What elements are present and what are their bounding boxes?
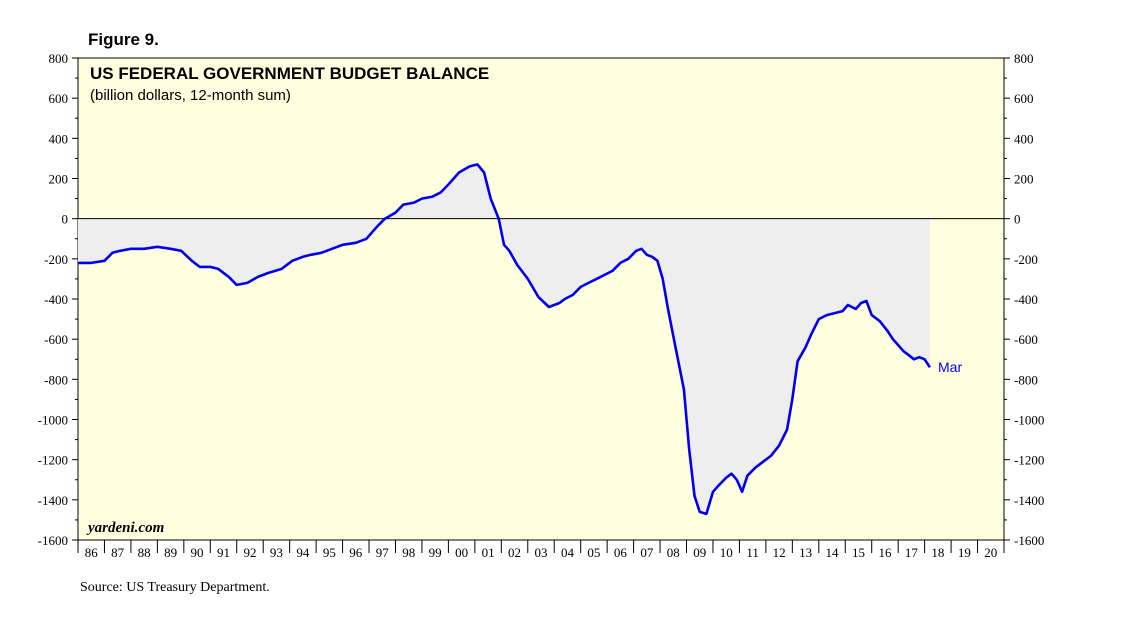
y-tick-label-left: -800 <box>44 372 68 387</box>
watermark: yardeni.com <box>86 520 164 536</box>
y-tick-label-right: -400 <box>1014 292 1038 307</box>
x-tick-label: 17 <box>905 545 919 560</box>
y-tick-label-left: 400 <box>49 131 69 146</box>
area-fill <box>78 164 930 514</box>
y-tick-label-left: 600 <box>49 91 69 106</box>
end-label: Mar <box>938 359 962 375</box>
y-axis-left: 800 600 400 200 0 -200 -400 -600 -800 -1000 -1200 -… <box>38 51 78 548</box>
y-tick-label-left: -1600 <box>38 533 68 548</box>
x-tick-label: 14 <box>826 545 840 560</box>
x-tick-label: 86 <box>85 545 99 560</box>
area-layer <box>78 164 930 514</box>
x-tick-label: 06 <box>614 545 628 560</box>
x-tick-label: 08 <box>667 545 680 560</box>
x-tick-label: 09 <box>693 545 706 560</box>
x-tick-label: 95 <box>323 545 336 560</box>
x-tick-label: 01 <box>482 545 495 560</box>
x-tick-label: 96 <box>349 545 363 560</box>
x-tick-label: 99 <box>429 545 442 560</box>
y-tick-label-right: 0 <box>1014 212 1021 227</box>
x-tick-label: 03 <box>535 545 548 560</box>
x-tick-label: 97 <box>376 545 390 560</box>
y-tick-label-left: -1200 <box>38 453 68 468</box>
y-tick-label-right: 400 <box>1014 131 1034 146</box>
x-tick-label: 88 <box>138 545 151 560</box>
y-tick-label-left: -400 <box>44 292 68 307</box>
y-tick-label-left: 800 <box>49 51 69 66</box>
x-axis: 86 87 88 89 90 91 92 93 94 95 96 97 98 99 00 01 02 03 04 05… <box>77 540 1005 560</box>
y-tick-label-left: -1400 <box>38 493 68 508</box>
y-tick-label-left: 200 <box>49 172 69 187</box>
y-tick-label-right: -800 <box>1014 372 1038 387</box>
x-tick-label: 92 <box>243 545 256 560</box>
y-tick-label-right: -1200 <box>1014 453 1044 468</box>
source-note: Source: US Treasury Department. <box>80 580 270 595</box>
chart-title: US FEDERAL GOVERNMENT BUDGET BALANCE <box>90 64 489 83</box>
x-tick-label: 18 <box>931 545 944 560</box>
x-tick-label: 00 <box>455 545 468 560</box>
x-tick-label: 04 <box>561 545 575 560</box>
x-tick-label: 15 <box>852 545 865 560</box>
x-tick-label: 91 <box>217 545 230 560</box>
y-tick-label-left: -600 <box>44 332 68 347</box>
y-tick-label-right: 200 <box>1014 172 1034 187</box>
x-tick-label: 19 <box>958 545 971 560</box>
y-tick-label-right: -1000 <box>1014 413 1044 428</box>
x-tick-label: 94 <box>296 545 310 560</box>
x-tick-label: 93 <box>270 545 283 560</box>
x-tick-label: 89 <box>164 545 177 560</box>
y-tick-label-left: 0 <box>62 212 69 227</box>
y-tick-label-right: -1600 <box>1014 533 1044 548</box>
x-tick-label: 98 <box>402 545 415 560</box>
x-tick-label: 12 <box>773 545 786 560</box>
x-tick-label: 05 <box>587 545 600 560</box>
x-tick-label: 20 <box>984 545 997 560</box>
line-layer <box>78 163 931 516</box>
x-tick-label: 90 <box>191 545 204 560</box>
y-tick-label-left: -200 <box>44 252 68 267</box>
x-tick-label: 16 <box>878 545 892 560</box>
x-tick-label: 02 <box>508 545 521 560</box>
y-tick-label-right: 800 <box>1014 51 1034 66</box>
y-tick-label-right: -200 <box>1014 252 1038 267</box>
x-tick-label: 11 <box>746 545 759 560</box>
chart-subtitle: (billion dollars, 12-month sum) <box>90 87 291 104</box>
figure-label: Figure 9. <box>88 30 159 49</box>
x-tick-label: 13 <box>799 545 812 560</box>
budget-balance-line <box>78 163 931 516</box>
y-tick-label-left: -1000 <box>38 413 68 428</box>
x-tick-label: 07 <box>640 545 654 560</box>
y-axis-right: 800 600 400 200 0 -200 -400 -600 -800 -1000 -1200 -… <box>1004 51 1044 548</box>
x-tick-label: 10 <box>720 545 733 560</box>
y-tick-label-right: -600 <box>1014 332 1038 347</box>
y-tick-label-right: 600 <box>1014 91 1034 106</box>
y-tick-label-right: -1400 <box>1014 493 1044 508</box>
x-tick-label: 87 <box>111 545 125 560</box>
